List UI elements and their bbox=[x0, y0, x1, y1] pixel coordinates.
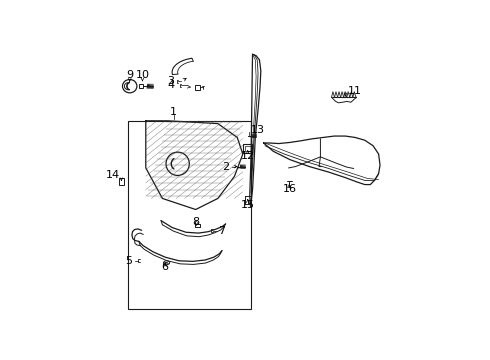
Bar bbox=[119, 179, 124, 185]
Text: 7: 7 bbox=[219, 226, 225, 235]
Bar bbox=[244, 144, 252, 153]
Text: 6: 6 bbox=[162, 262, 169, 272]
Bar bbox=[245, 146, 250, 151]
Text: 14: 14 bbox=[105, 170, 120, 180]
Text: 16: 16 bbox=[282, 184, 296, 194]
Text: 10: 10 bbox=[135, 70, 149, 80]
Text: 15: 15 bbox=[241, 199, 255, 210]
Text: 11: 11 bbox=[348, 86, 362, 96]
Bar bbox=[139, 84, 143, 89]
Text: 3: 3 bbox=[168, 76, 174, 86]
Text: 13: 13 bbox=[251, 125, 265, 135]
Text: 2: 2 bbox=[222, 162, 229, 172]
Bar bbox=[128, 121, 251, 309]
Bar bbox=[195, 85, 200, 90]
Text: 5: 5 bbox=[125, 256, 132, 266]
Text: 12: 12 bbox=[241, 151, 255, 161]
Text: 8: 8 bbox=[193, 217, 200, 227]
Text: 4: 4 bbox=[168, 80, 174, 90]
Text: 1: 1 bbox=[170, 108, 177, 117]
Text: 9: 9 bbox=[126, 70, 133, 80]
